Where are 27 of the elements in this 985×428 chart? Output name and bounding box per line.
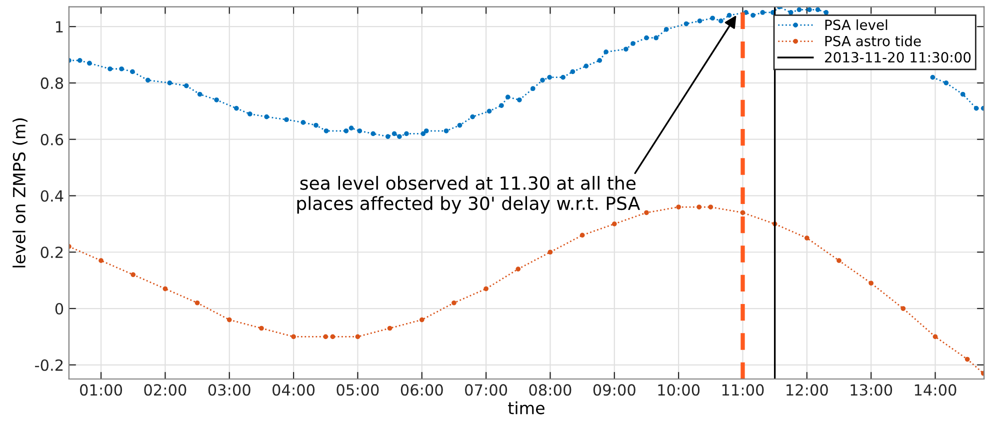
x-tick-label: 14:00 [914, 384, 956, 396]
x-tick-label: 11:00 [722, 384, 764, 396]
x-tick-label: 13:00 [850, 384, 892, 396]
x-tick-label: 12:00 [786, 384, 828, 396]
x-tick-label: 01:00 [80, 384, 122, 396]
x-tick-label: 08:00 [529, 384, 572, 396]
x-tick-label: 03:00 [208, 384, 250, 396]
y-tick-label: 0.6 [40, 134, 64, 146]
legend-label: PSA astro tide [825, 36, 921, 46]
y-tick-label: 0 [55, 302, 64, 315]
x-tick-label: 05:00 [336, 384, 379, 396]
x-tick-label: 09:00 [593, 384, 636, 396]
annotation: sea level observed at 11.30 at all the places affected by 30' delay w.r.t. PSA [297, 176, 640, 214]
y-tick-label: 1 [56, 21, 63, 32]
x-tick-label: 02:00 [144, 384, 186, 396]
y-tick-label: 0.4 [40, 190, 64, 202]
y-tick-label: 0.2 [40, 246, 63, 258]
y-tick-label: 0.8 [40, 77, 64, 89]
x-tick-label: 10:00 [658, 384, 700, 396]
y-axis-title: level on ZMPS (m) [12, 118, 28, 268]
ref-line-label: 2013-11-20 11:30:00 [825, 52, 971, 63]
x-tick-label: 04:00 [272, 384, 315, 396]
y-tick-label: -0.2 [35, 359, 63, 371]
x-tick-label: 07:00 [465, 384, 508, 396]
x-tick-label: 06:00 [400, 384, 443, 396]
x-axis-title: time [508, 401, 544, 414]
legend-label: PSA level [825, 19, 888, 30]
